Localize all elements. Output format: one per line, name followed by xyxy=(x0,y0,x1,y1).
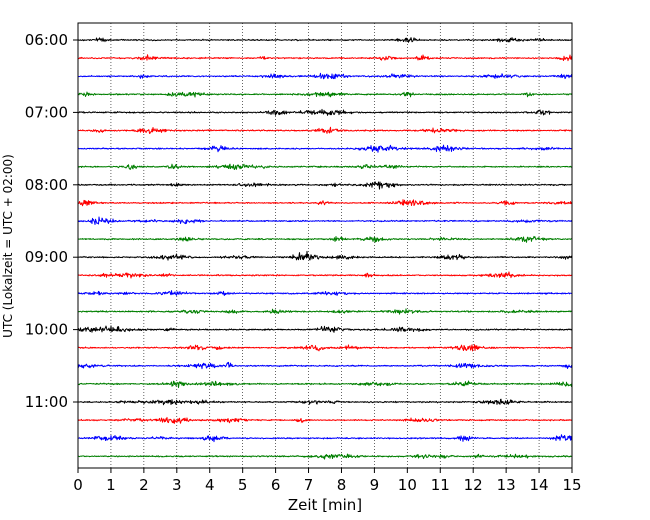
x-tick-label: 9 xyxy=(370,476,380,494)
x-tick-label: 5 xyxy=(238,476,248,494)
trace-line xyxy=(77,181,573,190)
trace-group xyxy=(77,37,573,460)
y-tick-label: 11:00 xyxy=(25,393,68,411)
x-tick-label: 0 xyxy=(73,476,83,494)
x-tick-label: 1 xyxy=(106,476,116,494)
y-tick-label: 10:00 xyxy=(25,321,68,339)
x-tick-label: 15 xyxy=(562,476,581,494)
trace-line xyxy=(77,37,573,43)
x-tick-label: 14 xyxy=(530,476,549,494)
trace-line xyxy=(77,453,573,460)
trace-line xyxy=(77,325,573,333)
trace-line xyxy=(77,290,573,296)
plot-frame xyxy=(77,22,573,469)
trace-line xyxy=(77,163,573,171)
x-tick-label: 2 xyxy=(139,476,149,494)
y-tick-label: 06:00 xyxy=(25,31,68,49)
x-tick-label: 7 xyxy=(304,476,314,494)
trace-line xyxy=(77,344,573,352)
trace-line xyxy=(77,380,573,389)
y-tick-label: 09:00 xyxy=(25,248,68,266)
trace-line xyxy=(77,216,573,226)
x-tick-label: 8 xyxy=(337,476,347,494)
trace-line xyxy=(77,235,573,243)
x-tick-label: 3 xyxy=(172,476,182,494)
trace-line xyxy=(77,72,573,80)
x-axis: 0 1 2 3 4 5 6 7 8 9 10 11 12 13 14 15 xyxy=(73,468,582,494)
trace-line xyxy=(77,308,573,315)
y-axis: 06:00 07:00 08:00 09:00 10:00 11:00 xyxy=(25,31,78,411)
trace-line xyxy=(77,434,573,443)
x-tick-label: 12 xyxy=(464,476,483,494)
y-tick-label: 07:00 xyxy=(25,103,68,121)
vertical-grid xyxy=(110,23,540,468)
trace-line xyxy=(77,398,573,406)
x-tick-label: 4 xyxy=(205,476,215,494)
x-tick-label: 13 xyxy=(497,476,516,494)
trace-line xyxy=(77,271,573,279)
x-tick-label: 10 xyxy=(398,476,417,494)
trace-line xyxy=(77,108,573,116)
trace-line xyxy=(77,91,573,98)
trace-line xyxy=(77,199,573,207)
trace-line xyxy=(77,54,573,62)
trace-line xyxy=(77,250,573,261)
x-tick-label: 6 xyxy=(271,476,281,494)
y-axis-label: UTC (Lokalzeit = UTC + 02:00) xyxy=(1,154,15,338)
trace-line xyxy=(77,416,573,424)
x-tick-label: 11 xyxy=(431,476,450,494)
trace-line xyxy=(77,144,573,153)
trace-line xyxy=(77,126,573,134)
x-axis-label: Zeit [min] xyxy=(288,496,362,514)
trace-line xyxy=(77,361,573,370)
y-tick-label: 08:00 xyxy=(25,176,68,194)
